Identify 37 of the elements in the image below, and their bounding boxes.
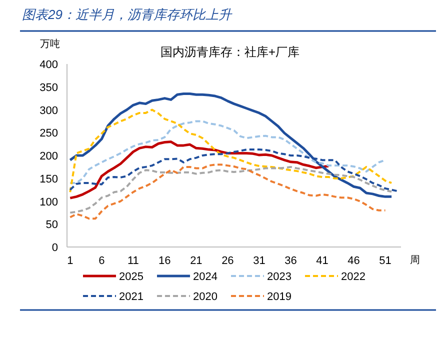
legend-label: 2019 [267,291,292,303]
y-tick-label: 100 [40,196,58,208]
x-tick-label: 21 [190,255,202,267]
chart-title: 图表29：近半月，沥青库存环比上升 [22,7,232,22]
y-tick-label: 250 [40,128,58,140]
line-series [68,140,330,200]
y-tick-label: 300 [40,104,58,117]
x-tick-label: 16 [158,255,171,267]
x-tick-label: 1 [67,255,74,267]
legend-label: 2025 [119,271,144,283]
x-tick-label: 26 [222,255,234,267]
x-tick-label: 11 [127,255,139,267]
x-tick-label: 41 [316,255,328,267]
line-series [69,166,393,214]
legend-label: 2024 [193,271,218,283]
legend-label: 2022 [341,271,366,283]
y-tick-label: 0 [52,242,58,254]
y-axis-title: 万吨 [40,38,60,50]
x-tick-label: 46 [348,255,360,267]
y-tick-label: 150 [40,173,58,186]
x-axis-title: 周 [410,255,420,266]
legend-label: 2023 [267,271,292,283]
y-tick-label: 350 [40,82,58,94]
line-series [69,164,386,220]
x-tick-label: 6 [98,255,105,267]
y-tick-label: 200 [40,150,58,162]
x-tick-label: 31 [253,255,266,267]
y-tick-label: 400 [40,59,58,71]
legend-label: 2021 [119,291,144,303]
x-tick-label: 36 [284,255,297,267]
chart-subtitle: 国内沥青库存：社库+厂库 [160,45,300,59]
y-tick-label: 50 [46,219,58,232]
legend-label: 2020 [193,291,218,303]
line-series [69,108,393,194]
line-series [69,120,386,184]
line-series [68,92,393,198]
x-tick-label: 51 [379,255,392,267]
